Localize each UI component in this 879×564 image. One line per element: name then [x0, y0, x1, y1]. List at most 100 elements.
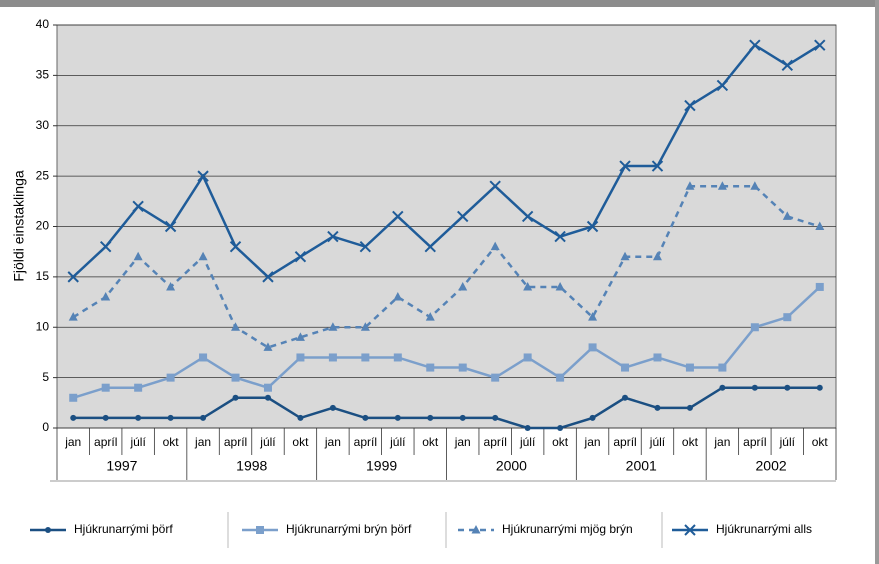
y-tick-label: 40 — [36, 17, 50, 31]
x-tick-label: júlí — [649, 435, 666, 449]
point — [588, 312, 598, 321]
point — [424, 240, 436, 253]
point — [263, 383, 272, 392]
point — [394, 414, 401, 421]
point — [554, 230, 566, 243]
point — [557, 425, 564, 431]
top-bar — [0, 0, 879, 7]
point — [586, 220, 599, 233]
point — [327, 230, 339, 243]
x-tick-label: júlí — [259, 435, 276, 449]
x-tick-label: apríl — [354, 435, 377, 449]
point — [653, 353, 662, 362]
point — [458, 281, 468, 291]
x-tick-label: okt — [292, 435, 309, 449]
point — [555, 281, 565, 291]
point — [166, 373, 175, 382]
point — [70, 414, 77, 421]
point — [393, 292, 403, 301]
x-tick-label: okt — [163, 435, 180, 449]
point — [750, 323, 759, 332]
point — [426, 363, 435, 372]
point — [781, 59, 794, 72]
point — [45, 527, 51, 533]
point — [815, 221, 825, 230]
point — [471, 525, 481, 534]
y-tick-label: 35 — [36, 68, 50, 82]
point — [167, 414, 174, 421]
point — [231, 373, 240, 382]
point — [652, 251, 662, 261]
point — [166, 281, 176, 291]
point — [232, 394, 239, 401]
point — [622, 394, 629, 401]
point — [716, 79, 729, 92]
point — [68, 312, 78, 321]
point — [751, 384, 758, 391]
x-tick-label: júlí — [129, 435, 146, 449]
point — [135, 414, 142, 421]
x-tick-label: jan — [584, 435, 601, 449]
point — [651, 160, 664, 172]
series-line — [72, 286, 821, 399]
point — [197, 170, 209, 182]
point — [717, 181, 727, 190]
point — [684, 524, 696, 536]
y-tick-label: 5 — [42, 370, 49, 384]
point — [101, 383, 110, 392]
point — [654, 404, 661, 411]
point — [814, 39, 826, 51]
series-line — [72, 43, 821, 279]
point — [750, 181, 760, 190]
y-axis-label: Fjöldi einstaklinga — [11, 170, 27, 281]
x-group-label: 2001 — [626, 458, 657, 474]
legend-label: Hjúkrunarrými mjög brýn — [502, 522, 633, 536]
x-tick-label: jan — [324, 435, 341, 449]
point — [490, 241, 500, 251]
point — [329, 404, 336, 411]
x-tick-label: jan — [454, 435, 471, 449]
x-tick-label: jan — [713, 435, 730, 449]
point — [556, 373, 565, 382]
x-tick-label: okt — [422, 435, 439, 449]
point — [718, 363, 727, 372]
point — [264, 394, 271, 401]
point — [328, 322, 338, 331]
x-group-label: 1999 — [366, 458, 397, 474]
point — [621, 363, 630, 372]
point — [749, 39, 761, 51]
x-tick-label: okt — [812, 435, 829, 449]
point — [489, 180, 501, 192]
series-line — [73, 386, 820, 430]
legend-label: Hjúkrunarrými brýn þörf — [286, 522, 412, 536]
x-tick-label: júlí — [389, 435, 406, 449]
point — [231, 322, 241, 331]
x-tick-label: jan — [194, 435, 211, 449]
point — [524, 425, 531, 431]
point — [362, 414, 369, 421]
x-tick-label: jan — [64, 435, 81, 449]
point — [685, 181, 695, 190]
right-border — [875, 0, 879, 564]
point — [588, 343, 597, 352]
point — [256, 526, 264, 534]
point — [361, 353, 370, 362]
y-tick-label: 0 — [42, 420, 49, 434]
x-group-label: 1997 — [106, 458, 137, 474]
point — [392, 210, 404, 223]
y-tick-label: 20 — [36, 219, 50, 233]
y-tick-label: 25 — [36, 168, 50, 182]
point — [328, 353, 337, 362]
point — [99, 240, 112, 253]
point — [134, 383, 143, 392]
point — [229, 240, 242, 253]
x-tick-label: apríl — [743, 435, 766, 449]
point — [457, 210, 469, 223]
x-group-label: 2000 — [496, 458, 527, 474]
point — [523, 281, 533, 291]
x-group-label: 1998 — [236, 458, 267, 474]
x-tick-label: apríl — [613, 435, 636, 449]
point — [782, 211, 792, 220]
x-tick-label: okt — [552, 435, 569, 449]
point — [427, 414, 434, 421]
